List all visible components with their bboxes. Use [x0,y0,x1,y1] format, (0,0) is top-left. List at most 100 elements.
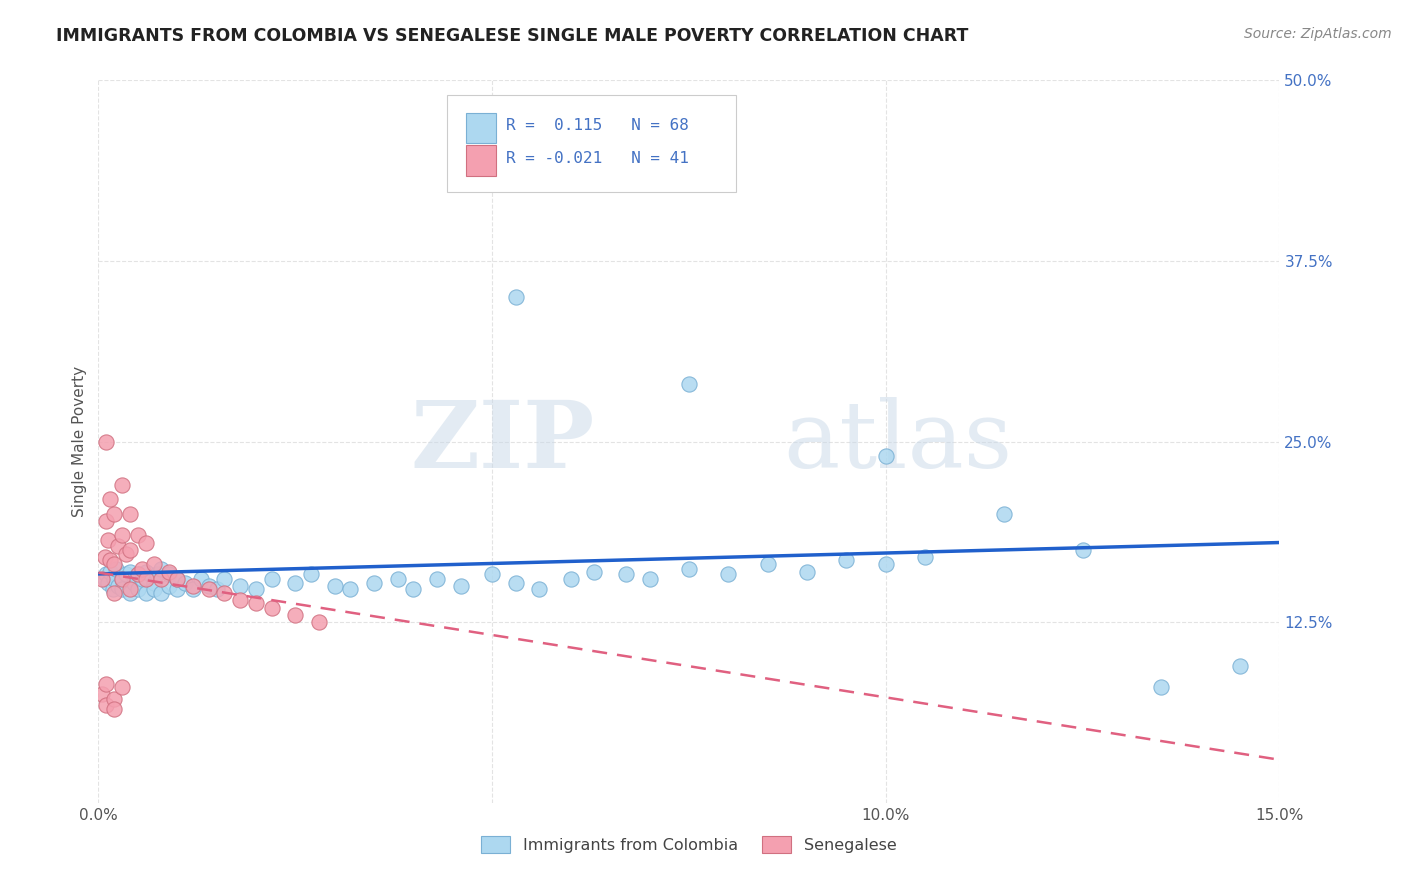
Point [131,572,153,586]
Point [150,586,173,600]
Point [481,567,503,582]
Point [166,572,188,586]
Point [111,528,134,542]
Point [181,579,204,593]
Point [96,434,118,449]
Legend: Immigrants from Colombia, Senegalese: Immigrants from Colombia, Senegalese [475,830,903,860]
FancyBboxPatch shape [465,112,496,143]
Point [135,586,157,600]
Point [104,562,127,576]
Point [174,576,197,591]
Point [111,572,134,586]
Point [115,547,138,561]
Point [103,702,125,716]
Point [103,586,125,600]
Point [118,507,141,521]
Point [111,582,134,596]
Point [142,576,165,591]
Point [756,558,779,572]
Point [107,539,129,553]
Point [111,572,134,586]
Point [796,565,818,579]
Point [101,582,124,596]
Point [93,550,115,565]
Point [299,567,322,582]
Point [111,680,134,694]
Point [96,698,118,712]
Point [166,572,188,586]
Point [142,558,165,572]
Text: R = -0.021   N = 41: R = -0.021 N = 41 [506,151,689,166]
Point [190,572,212,586]
Point [717,567,740,582]
Text: atlas: atlas [783,397,1012,486]
Point [450,579,472,593]
Point [284,576,307,591]
Point [505,576,527,591]
Point [142,582,165,596]
Point [98,492,121,507]
Point [678,376,700,391]
Point [103,558,125,572]
Point [614,567,637,582]
Point [1229,658,1251,673]
Point [875,558,897,572]
Point [150,572,173,586]
Point [103,507,125,521]
Text: ZIP: ZIP [411,397,595,486]
Point [323,579,346,593]
Point [103,691,125,706]
Point [914,550,936,565]
Point [150,562,173,576]
Point [118,565,141,579]
Text: Source: ZipAtlas.com: Source: ZipAtlas.com [1244,27,1392,41]
Point [363,576,385,591]
Point [107,579,129,593]
Point [1150,680,1173,694]
Point [157,579,180,593]
Point [245,582,267,596]
Point [505,290,527,304]
Point [583,565,606,579]
Point [229,593,252,607]
Point [308,615,330,630]
Point [993,507,1015,521]
Point [91,572,114,586]
Point [835,553,858,567]
Point [127,567,149,582]
Point [339,582,361,596]
Point [157,567,180,582]
Point [229,579,252,593]
Point [214,572,236,586]
Point [135,572,157,586]
Point [166,582,188,596]
Point [98,553,121,567]
Point [214,586,236,600]
Point [426,572,449,586]
Point [127,528,149,542]
Point [96,514,118,528]
Point [205,582,228,596]
Point [875,449,897,463]
Point [146,567,169,582]
Point [115,567,138,582]
Point [97,576,120,591]
Point [465,174,488,188]
Point [1071,542,1094,557]
Point [111,478,134,492]
FancyBboxPatch shape [465,145,496,176]
Point [135,565,157,579]
Point [91,687,114,701]
Point [118,542,141,557]
Point [96,677,118,691]
Point [284,607,307,622]
Point [678,562,700,576]
Point [127,567,149,582]
Point [245,596,267,610]
Y-axis label: Single Male Poverty: Single Male Poverty [72,366,87,517]
Point [135,535,157,549]
Point [122,576,145,591]
Point [118,586,141,600]
Text: IMMIGRANTS FROM COLOMBIA VS SENEGALESE SINGLE MALE POVERTY CORRELATION CHART: IMMIGRANTS FROM COLOMBIA VS SENEGALESE S… [56,27,969,45]
Text: R =  0.115   N = 68: R = 0.115 N = 68 [506,118,689,133]
